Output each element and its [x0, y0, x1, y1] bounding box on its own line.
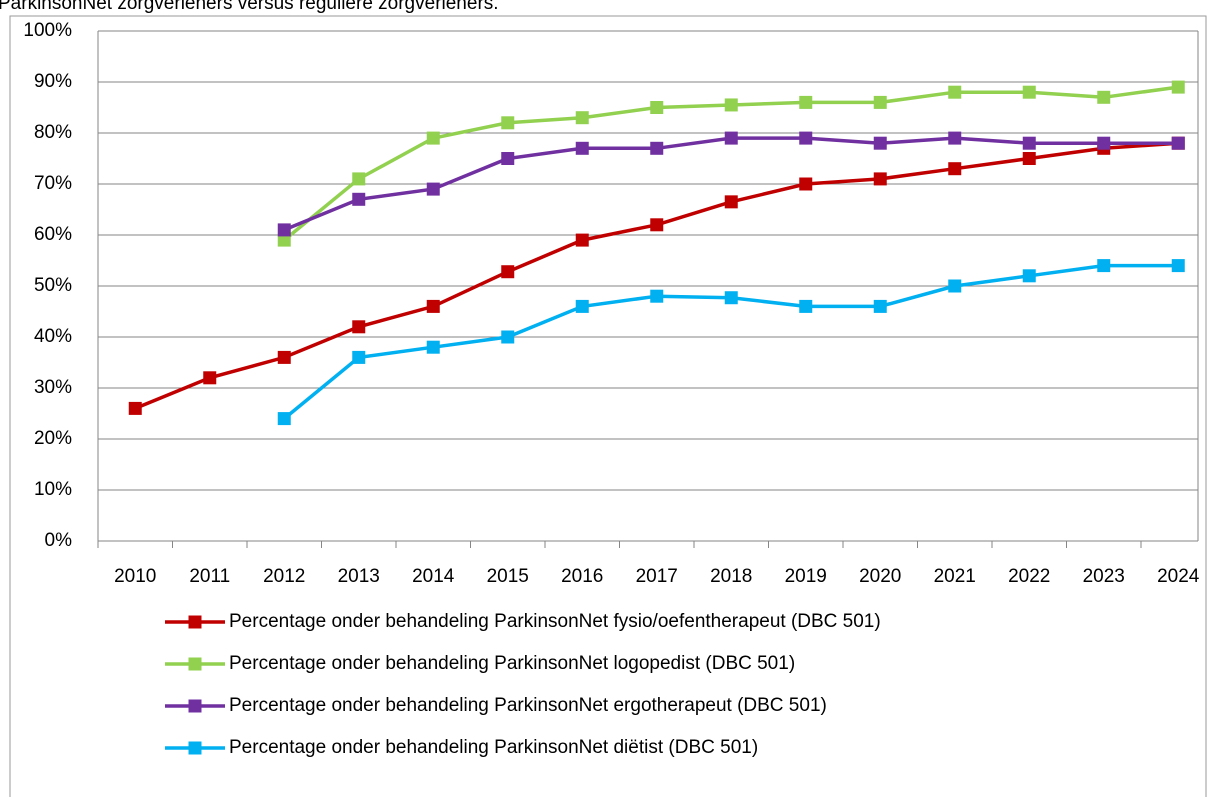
x-tick-label: 2011 [189, 566, 230, 587]
legend-marker [188, 615, 202, 629]
x-tick-label: 2023 [1083, 566, 1125, 587]
point-marker [1097, 259, 1111, 273]
point-marker [277, 223, 291, 237]
x-tick-label: 2018 [710, 566, 752, 587]
x-tick-label: 2024 [1157, 566, 1200, 587]
point-marker [799, 95, 813, 109]
point-marker [501, 116, 515, 130]
point-marker [1097, 136, 1111, 150]
point-marker [277, 233, 291, 247]
point-marker [128, 401, 142, 415]
point-marker [1171, 259, 1185, 273]
point-marker [948, 162, 962, 176]
point-marker [873, 95, 887, 109]
point-marker [650, 289, 664, 303]
point-marker [501, 152, 515, 165]
point-marker [948, 85, 962, 99]
point-marker [1171, 136, 1185, 150]
legend-marker [188, 657, 202, 671]
legend-label: Percentage onder behandeling ParkinsonNe… [229, 737, 758, 758]
point-marker [948, 131, 962, 145]
point-marker [650, 141, 664, 155]
legend-marker [188, 741, 202, 755]
x-tick-label: 2019 [785, 566, 827, 587]
y-tick-label: 60% [34, 224, 72, 245]
x-tick-label: 2010 [114, 566, 156, 587]
x-tick-label: 2013 [338, 566, 380, 587]
point-marker [799, 131, 813, 145]
point-marker [873, 136, 887, 150]
legend-label: Percentage onder behandeling ParkinsonNe… [229, 611, 881, 632]
point-marker [1171, 80, 1185, 94]
point-marker [501, 330, 515, 344]
point-marker [575, 111, 589, 125]
x-tick-label: 2017 [636, 566, 678, 587]
point-marker [1022, 269, 1036, 283]
point-marker [426, 299, 440, 313]
point-marker [352, 350, 366, 364]
y-tick-label: 70% [34, 173, 72, 194]
point-marker [650, 218, 664, 232]
x-tick-label: 2021 [934, 566, 976, 587]
y-tick-label: 50% [34, 275, 72, 296]
legend-label: Percentage onder behandeling ParkinsonNe… [229, 695, 827, 716]
x-tick-label: 2014 [412, 566, 455, 587]
point-marker [799, 177, 813, 191]
legend-label: Percentage onder behandeling ParkinsonNe… [229, 653, 795, 674]
x-tick-label: 2022 [1008, 566, 1050, 587]
y-tick-label: 40% [34, 326, 72, 347]
y-tick-label: 10% [34, 479, 72, 500]
point-marker [277, 412, 291, 426]
point-marker [575, 299, 589, 313]
y-tick-label: 90% [34, 71, 72, 92]
point-marker [724, 291, 738, 305]
x-tick-label: 2012 [263, 566, 305, 587]
point-marker [724, 195, 738, 209]
point-marker [799, 299, 813, 313]
point-marker [426, 131, 440, 145]
y-tick-label: 80% [34, 122, 72, 143]
point-marker [426, 340, 440, 354]
point-marker [1022, 85, 1036, 99]
point-marker [277, 350, 291, 364]
y-tick-label: 30% [34, 377, 72, 398]
point-marker [650, 101, 664, 114]
point-marker [724, 98, 738, 112]
point-marker [575, 141, 589, 155]
point-marker [1022, 136, 1036, 150]
chart-title: ParkinsonNet zorgverleners versus reguli… [0, 0, 499, 14]
point-marker [1022, 152, 1036, 165]
point-marker [352, 192, 366, 206]
x-tick-label: 2016 [561, 566, 603, 587]
point-marker [501, 265, 515, 279]
y-tick-label: 0% [45, 530, 73, 551]
point-marker [1097, 90, 1111, 104]
chart-frame [9, 15, 1207, 797]
point-marker [426, 182, 440, 196]
y-tick-label: 20% [34, 428, 72, 449]
point-marker [948, 279, 962, 293]
y-tick-label: 100% [23, 20, 72, 41]
legend-marker [188, 699, 202, 713]
point-marker [873, 299, 887, 313]
x-tick-label: 2020 [859, 566, 901, 587]
point-marker [873, 172, 887, 186]
point-marker [203, 371, 217, 385]
point-marker [724, 131, 738, 145]
x-tick-label: 2015 [487, 566, 529, 587]
series-line [283, 263, 1179, 420]
point-marker [352, 320, 366, 334]
point-marker [575, 233, 589, 247]
point-marker [352, 172, 366, 186]
